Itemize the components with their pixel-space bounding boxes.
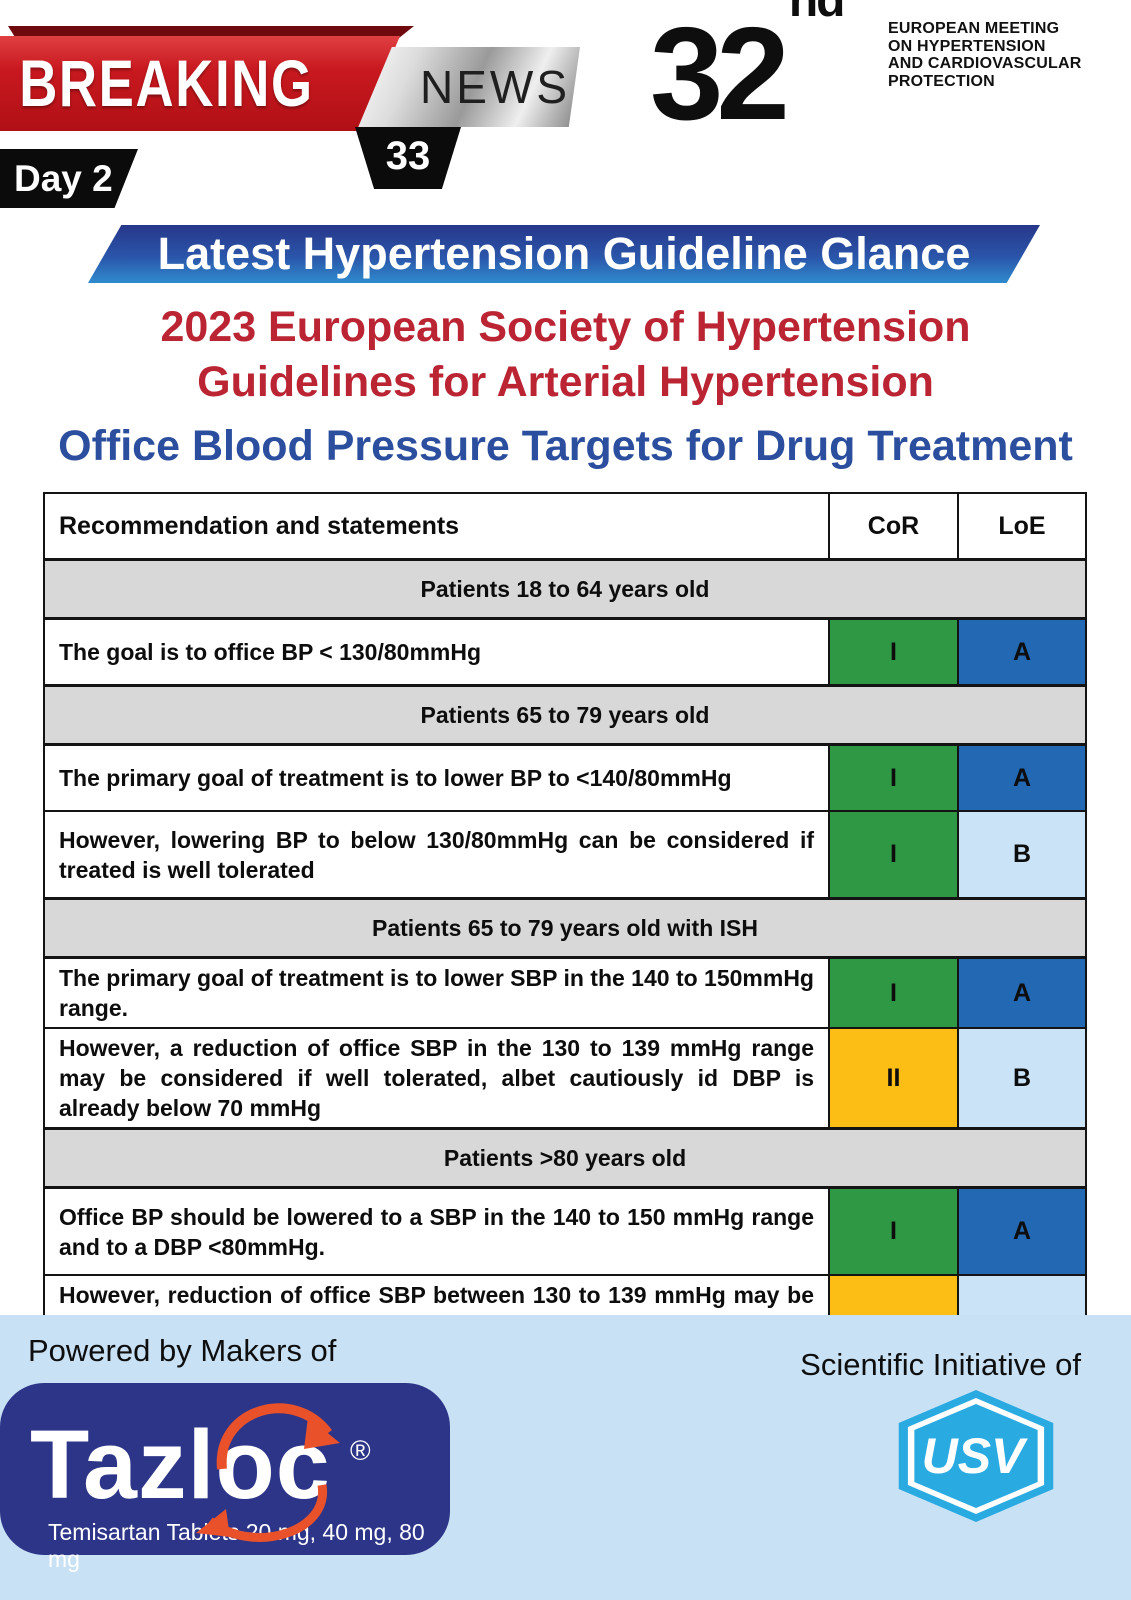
recommendation-cell: However, a reduction of office SBP in th… [43,1027,830,1130]
loe-cell: B [957,810,1087,900]
section-label: Patients 65 to 79 years old [43,684,1087,746]
guideline-glance-banner: Latest Hypertension Guideline Glance [88,225,1040,283]
guideline-title-line1: 2023 European Society of Hypertension [160,303,971,351]
section-row: Patients 65 to 79 years old [43,684,1087,746]
cor-cell: I [828,956,959,1029]
day-badge: Day 2 [0,149,138,208]
usv-label: USV [921,1428,1025,1484]
guideline-title-line2: Guidelines for Arterial Hypertension [197,358,934,406]
section-row: Patients 65 to 79 years old with ISH [43,897,1087,959]
loe-cell: A [957,956,1087,1029]
meeting-title-line: AND CARDIOVASCULAR [888,55,1082,72]
section-label: Patients 18 to 64 years old [43,558,1087,620]
footer: Powered by Makers of Scientific Initiati… [0,1315,1131,1600]
registered-trademark-icon: ® [350,1435,371,1466]
breaking-banner-shadow-ribbon [8,26,414,39]
guideline-glance-label: Latest Hypertension Guideline Glance [157,228,971,279]
loe-cell: B [957,1027,1087,1130]
scientific-initiative-label: Scientific Initiative of [800,1347,1081,1382]
recommendation-cell: However, lowering BP to below 130/80mmHg… [43,810,830,900]
table-row: However, a reduction of office SBP in th… [43,1027,1087,1130]
section-title: Office Blood Pressure Targets for Drug T… [58,422,1073,470]
powered-by-label: Powered by Makers of [28,1333,337,1368]
tazloc-logo: Tazloc ® Temisartan Tablets 20 mg, 40 mg… [0,1383,450,1572]
day-label: Day 2 [14,158,113,199]
loe-cell: A [957,743,1087,812]
recommendation-cell: The primary goal of treatment is to lowe… [43,956,830,1029]
table-row: The primary goal of treatment is to lowe… [43,956,1087,1029]
usv-hexagon-inner: USV [914,1404,1038,1508]
section-row: Patients >80 years old [43,1127,1087,1189]
tazloc-wordmark: Tazloc [30,1410,331,1519]
guideline-title: 2023 European Society of Hypertension Gu… [0,300,1131,410]
section-row: Patients 18 to 64 years old [43,558,1087,620]
table-row: However, lowering BP to below 130/80mmHg… [43,810,1087,900]
col-header-recommendation: Recommendation and statements [43,492,830,561]
meeting-number-suffix: nd [788,0,846,27]
news-banner: NEWS [358,47,580,127]
cor-cell: I [828,1186,959,1276]
tazloc-subtitle: Temisartan Tablets 20 mg, 40 mg, 80 mg [48,1519,425,1572]
news-label: NEWS [420,61,570,113]
col-header-loe: LoE [957,492,1087,561]
meeting-title-line: EUROPEAN MEETING [888,20,1060,37]
meeting-title: EUROPEAN MEETING ON HYPERTENSION AND CAR… [888,20,1082,90]
recommendation-cell: The goal is to office BP < 130/80mmHg [43,617,830,687]
recommendations-table: Recommendation and statements CoR LoE Pa… [43,492,1087,1376]
loe-cell: A [957,617,1087,687]
breaking-label: BREAKING [19,46,314,120]
table-header-row: Recommendation and statements CoR LoE [43,492,1087,561]
recommendation-cell: The primary goal of treatment is to lowe… [43,743,830,812]
news-number-tab: 33 [355,127,461,189]
section-label: Patients >80 years old [43,1127,1087,1189]
cor-cell: I [828,810,959,900]
cor-cell: I [828,743,959,812]
breaking-banner: BREAKING [0,36,400,131]
table-row: Office BP should be lowered to a SBP in … [43,1186,1087,1276]
loe-cell: A [957,1186,1087,1276]
cor-cell: I [828,617,959,687]
news-number: 33 [385,134,431,178]
table-row: The primary goal of treatment is to lowe… [43,743,1087,812]
table-row: The goal is to office BP < 130/80mmHg I … [43,617,1087,687]
col-header-cor: CoR [828,492,959,561]
meeting-title-line: ON HYPERTENSION [888,37,1046,55]
meeting-title-line: PROTECTION [888,72,995,90]
cor-cell: II [828,1027,959,1130]
recommendation-cell: Office BP should be lowered to a SBP in … [43,1186,830,1276]
section-label: Patients 65 to 79 years old with ISH [43,897,1087,959]
usv-logo: USV [892,1390,1060,1522]
meeting-number-value: 32 [650,0,790,147]
